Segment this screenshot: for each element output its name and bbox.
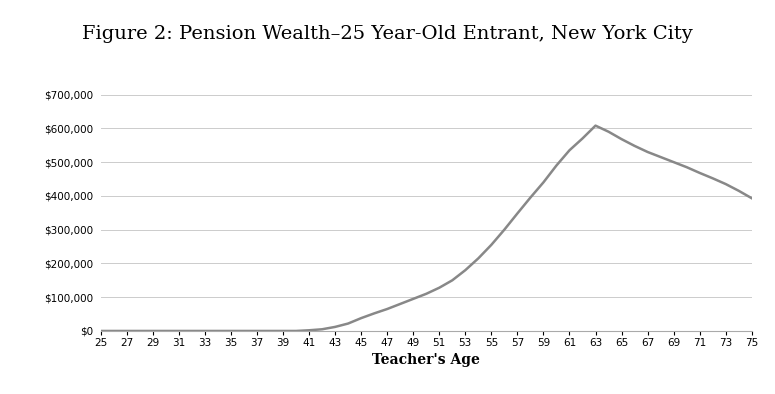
X-axis label: Teacher's Age: Teacher's Age — [372, 353, 480, 368]
Text: Figure 2: Pension Wealth–25 Year-Old Entrant, New York City: Figure 2: Pension Wealth–25 Year-Old Ent… — [82, 26, 693, 43]
